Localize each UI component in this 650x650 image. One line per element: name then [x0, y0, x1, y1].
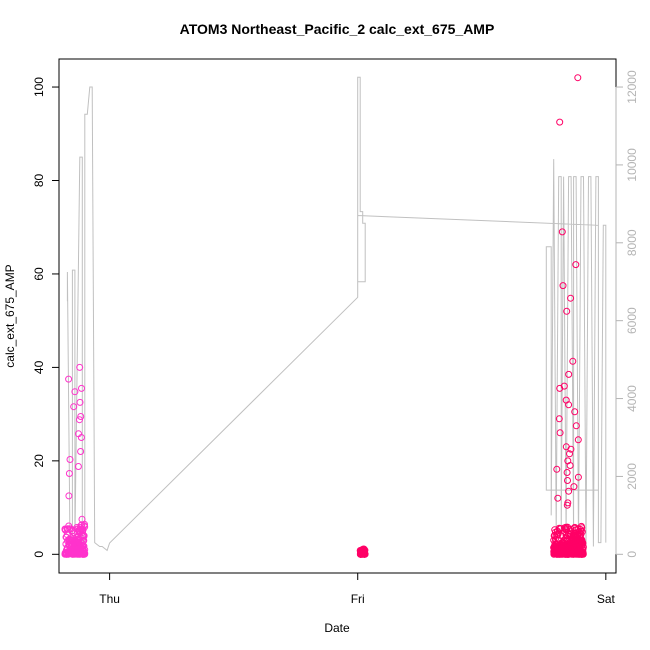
scatter-point: [574, 473, 582, 481]
scatter-point: [562, 526, 570, 534]
scatter-point: [61, 550, 69, 558]
scatter-point: [567, 445, 575, 453]
scatter-point: [66, 456, 74, 463]
scatter-point: [554, 536, 562, 544]
left-tick-label: 40: [32, 360, 46, 374]
scatter-point: [358, 550, 366, 558]
scatter-point: [78, 515, 86, 523]
left-tick-label: 80: [32, 173, 46, 187]
scatter-point: [567, 538, 575, 545]
scatter-point: [556, 118, 564, 126]
secondary-series-path: [66, 76, 607, 552]
x-tick-label: Fri: [351, 592, 365, 606]
scatter-point: [572, 261, 580, 269]
x-tick-label: Sat: [597, 592, 616, 606]
y-axis-label: calc_ext_675_AMP: [3, 264, 17, 367]
scatter-point: [563, 501, 571, 509]
scatter-point: [67, 525, 75, 533]
x-axis-label: Date: [324, 621, 350, 635]
scatter-point: [77, 434, 85, 441]
right-y-axis: 0 2000 4000 6000 8000 10000 12000: [615, 70, 639, 558]
scatter-point: [75, 546, 83, 554]
scatter-point: [562, 523, 570, 531]
scatter-point: [76, 416, 83, 424]
scatter-point: [578, 537, 586, 545]
right-tick-label: 8000: [625, 229, 639, 256]
scatter-point: [574, 436, 582, 444]
scatter-point: [564, 477, 571, 484]
scatter-point: [566, 450, 573, 458]
scatter-point: [560, 547, 568, 555]
scatter-point: [552, 528, 559, 536]
secondary-series-line: [66, 76, 607, 552]
right-tick-label: 6000: [625, 307, 639, 334]
scatter-point: [551, 550, 559, 558]
scatter-point: [550, 536, 558, 544]
right-tick-label: 12000: [625, 70, 639, 104]
scatter-point: [579, 539, 587, 547]
right-tick-label: 4000: [625, 385, 639, 412]
scatter-point: [567, 294, 575, 302]
scatter-point: [71, 388, 79, 396]
right-tick-label: 10000: [625, 148, 639, 182]
scatter-point: [77, 538, 85, 546]
scatter-point: [556, 384, 564, 392]
scatter-point: [75, 526, 83, 534]
scatter-point: [78, 384, 85, 392]
scatter-point: [551, 544, 559, 552]
scatter-point: [74, 463, 82, 470]
left-tick-label: 60: [32, 267, 46, 281]
scatter-point: [578, 524, 586, 532]
scatter-point: [574, 74, 582, 82]
scatter-point: [559, 282, 567, 290]
scatter-point: [565, 370, 573, 378]
scatter-point: [73, 539, 81, 547]
scatter-point: [579, 549, 587, 557]
scatter-point: [566, 462, 574, 469]
scatter-point: [563, 307, 571, 315]
scatter-point: [76, 550, 84, 558]
scatter-point: [65, 470, 73, 477]
scatter-point: [79, 550, 87, 558]
right-tick-label: 2000: [625, 463, 639, 490]
scatter-point: [70, 403, 78, 411]
left-tick-label: 20: [32, 454, 46, 468]
scatter-point: [578, 550, 586, 558]
scatter-point: [76, 363, 84, 371]
x-axis: Thu Fri Sat: [99, 572, 616, 606]
scatter-point: [572, 530, 580, 538]
x-tick-label: Thu: [99, 592, 120, 606]
left-y-axis: 0 20 40 60 80 100: [32, 77, 60, 558]
scatter-point: [555, 415, 563, 423]
scatter-point: [563, 469, 571, 476]
scatter-point: [553, 465, 561, 473]
left-tick-label: 100: [32, 77, 46, 97]
scatter-point: [65, 375, 73, 383]
plot-frame: [58, 58, 617, 574]
scatter-point: [62, 540, 70, 548]
scatter-point: [565, 487, 573, 495]
scatter-point: [77, 413, 85, 420]
scatter-point: [571, 408, 579, 416]
scatter-point: [570, 483, 578, 491]
scatter-point: [565, 401, 573, 409]
scatter-point: [556, 429, 564, 437]
scatter-point: [80, 522, 88, 530]
scatter-point: [76, 398, 84, 406]
chart-title: ATOM3 Northeast_Pacific_2 calc_ext_675_A…: [180, 21, 495, 37]
scatter-point: [66, 549, 74, 557]
scatter-points: [61, 74, 587, 558]
left-tick-label: 0: [32, 551, 46, 558]
scatter-point: [554, 494, 562, 502]
scatter-point: [558, 228, 566, 236]
right-tick-label: 0: [625, 551, 639, 558]
scatter-point: [65, 541, 73, 549]
scatter-point: [572, 422, 580, 430]
scatter-point: [574, 543, 581, 551]
scatter-point: [65, 492, 73, 500]
scatter-point: [578, 528, 586, 536]
scatter-point: [77, 448, 85, 455]
scatter-point: [569, 357, 577, 365]
